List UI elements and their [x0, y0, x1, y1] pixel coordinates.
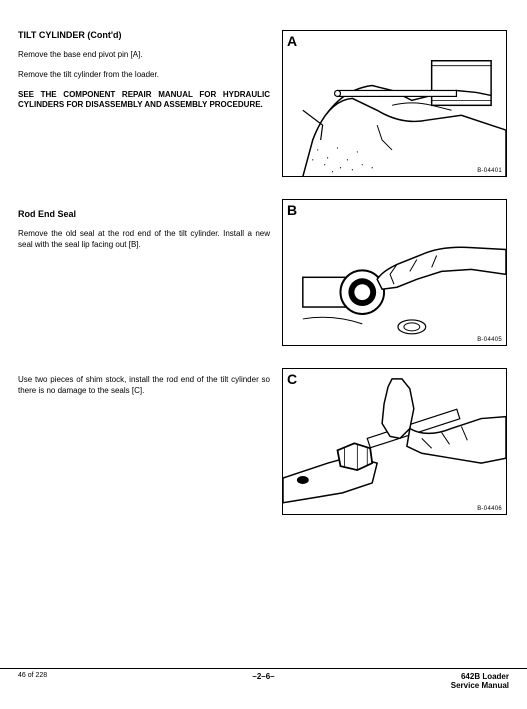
figure-c: C B-04406: [282, 368, 507, 515]
figure-a-illustration: [283, 31, 506, 177]
figure-a: A B-04401: [282, 30, 507, 177]
figure-c-label: C: [287, 371, 297, 387]
subheading-rod-end-seal: Rod End Seal: [18, 209, 270, 219]
figure-b-illustration: [283, 200, 506, 346]
left-column: TILT CYLINDER (Cont'd) Remove the base e…: [18, 30, 270, 406]
footer-product: 642B Loader: [451, 672, 509, 682]
figure-b: B B-04405: [282, 199, 507, 346]
paragraph-remove-cylinder: Remove the tilt cylinder from the loader…: [18, 70, 270, 81]
footer-page-count: 46 of 228: [18, 672, 47, 679]
paragraph-shim-stock: Use two pieces of shim stock, install th…: [18, 375, 270, 397]
page-footer: 46 of 228 –2–6– 642B Loader Service Manu…: [0, 668, 527, 691]
footer-page-number: –2–6–: [252, 672, 274, 681]
figure-b-code: B-04405: [477, 337, 502, 343]
spacer: [18, 260, 270, 375]
paragraph-seal-instructions: Remove the old seal at the rod end of th…: [18, 229, 270, 251]
paragraph-see-manual: SEE THE COMPONENT REPAIR MANUAL FOR HYDR…: [18, 90, 270, 111]
footer-doc-type: Service Manual: [451, 681, 509, 691]
figure-c-code: B-04406: [477, 506, 502, 512]
figure-a-label: A: [287, 33, 297, 49]
spacer: [18, 119, 270, 209]
right-column: A B-04401: [282, 30, 509, 537]
paragraph-remove-pin: Remove the base end pivot pin [A].: [18, 50, 270, 61]
manual-page: TILT CYLINDER (Cont'd) Remove the base e…: [0, 0, 527, 709]
figure-b-label: B: [287, 202, 297, 218]
figure-a-code: B-04401: [477, 168, 502, 174]
section-title: TILT CYLINDER (Cont'd): [18, 30, 270, 40]
figure-c-illustration: [283, 369, 506, 515]
footer-manual-title: 642B Loader Service Manual: [451, 672, 509, 691]
footer-row: 46 of 228 –2–6– 642B Loader Service Manu…: [18, 669, 509, 691]
